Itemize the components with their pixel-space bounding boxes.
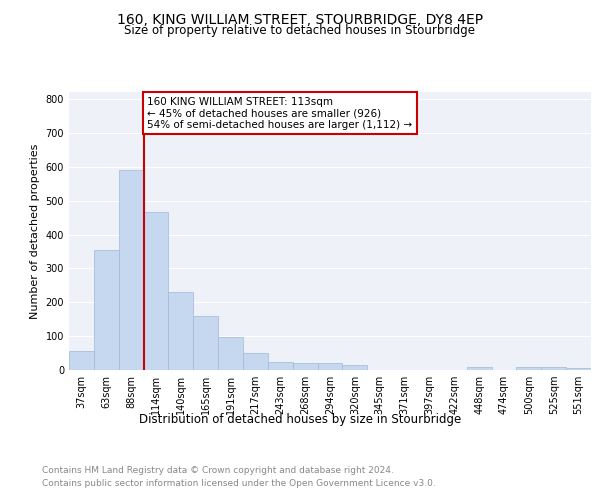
Bar: [243, 353, 268, 370]
Text: Distribution of detached houses by size in Stourbridge: Distribution of detached houses by size …: [139, 412, 461, 426]
Text: 160 KING WILLIAM STREET: 113sqm
← 45% of detached houses are smaller (926)
54% o: 160 KING WILLIAM STREET: 113sqm ← 45% of…: [148, 96, 412, 130]
Bar: [517, 368, 541, 370]
Bar: [317, 363, 343, 370]
Text: Contains public sector information licensed under the Open Government Licence v3: Contains public sector information licen…: [42, 479, 436, 488]
Text: Size of property relative to detached houses in Stourbridge: Size of property relative to detached ho…: [125, 24, 476, 37]
Bar: [467, 368, 491, 370]
Bar: [94, 250, 119, 370]
Bar: [541, 368, 566, 370]
Bar: [69, 350, 94, 370]
Text: 160, KING WILLIAM STREET, STOURBRIDGE, DY8 4EP: 160, KING WILLIAM STREET, STOURBRIDGE, D…: [117, 12, 483, 26]
Bar: [218, 337, 243, 370]
Bar: [566, 368, 591, 370]
Bar: [293, 362, 317, 370]
Text: Contains HM Land Registry data © Crown copyright and database right 2024.: Contains HM Land Registry data © Crown c…: [42, 466, 394, 475]
Bar: [343, 365, 367, 370]
Y-axis label: Number of detached properties: Number of detached properties: [30, 144, 40, 319]
Bar: [169, 292, 193, 370]
Bar: [193, 316, 218, 370]
Bar: [143, 212, 169, 370]
Bar: [119, 170, 143, 370]
Bar: [268, 362, 293, 370]
